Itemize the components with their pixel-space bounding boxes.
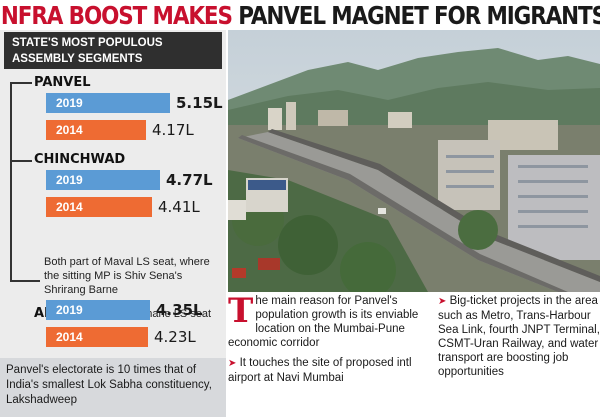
headline-dark-part: PANVEL MAGNET FOR MIGRANTS (238, 0, 600, 30)
bracket-tick (10, 280, 40, 282)
paragraph-projects-text: Big-ticket projects in the area such as … (438, 295, 600, 378)
bar-year-label: 2019 (56, 96, 83, 110)
panel-header: STATE'S MOST POPULOUS ASSEMBLY SEGMENTS (4, 32, 222, 69)
bar-chinchwad-2019: 2019 (46, 170, 160, 190)
bar-panvel-2019: 2019 (46, 93, 170, 113)
headline: INFRA BOOST MAKES PANVEL MAGNET FOR MIGR… (0, 0, 600, 30)
infographic-panel: STATE'S MOST POPULOUS ASSEMBLY SEGMENTS … (0, 30, 226, 417)
bar-year-label: 2014 (56, 200, 83, 214)
drop-cap: T (228, 291, 254, 331)
segment-name-chinchwad: CHINCHWAD (34, 152, 126, 167)
paragraph-airport-text: It touches the site of proposed intl air… (228, 357, 412, 384)
triangle-bullet-icon: ➤ (438, 296, 447, 307)
text-column-right: ➤ Big-ticket projects in the area such a… (438, 294, 600, 379)
paragraph-main-reason-text: he main reason for Panvel's population g… (228, 295, 419, 349)
bar-year-label: 2019 (56, 303, 83, 317)
flyover-photo-illustration (228, 30, 600, 292)
bar-airoli-2019: 2019 (46, 300, 150, 320)
value-chinchwad-2014: 4.41L (158, 198, 200, 216)
headline-red-part: INFRA BOOST MAKES (0, 0, 233, 30)
panel-footer: Panvel's electorate is 10 times that of … (0, 358, 226, 417)
bar-year-label: 2014 (56, 330, 83, 344)
bar-airoli-2014: 2014 (46, 327, 148, 347)
value-chinchwad-2019: 4.77L (166, 171, 213, 189)
paragraph-projects: ➤ Big-ticket projects in the area such a… (438, 294, 600, 379)
value-airoli-2019: 4.35L (156, 301, 203, 319)
value-panvel-2019: 5.15L (176, 94, 223, 112)
value-airoli-2014: 4.23L (154, 328, 196, 346)
value-panvel-2014: 4.17L (152, 121, 194, 139)
bar-year-label: 2019 (56, 173, 83, 187)
triangle-bullet-icon: ➤ (228, 358, 237, 369)
flyover-photo (228, 30, 600, 292)
segment-name-panvel: PANVEL (34, 75, 91, 90)
bar-panvel-2014: 2014 (46, 120, 146, 140)
paragraph-airport: ➤ It touches the site of proposed intl a… (228, 356, 426, 385)
bracket-tick (10, 160, 32, 162)
bracket-line (10, 82, 12, 281)
bar-chinchwad-2014: 2014 (46, 197, 152, 217)
bar-year-label: 2014 (56, 123, 83, 137)
bracket-tick (10, 82, 32, 84)
maval-note: Both part of Maval LS seat, where the si… (44, 256, 210, 296)
